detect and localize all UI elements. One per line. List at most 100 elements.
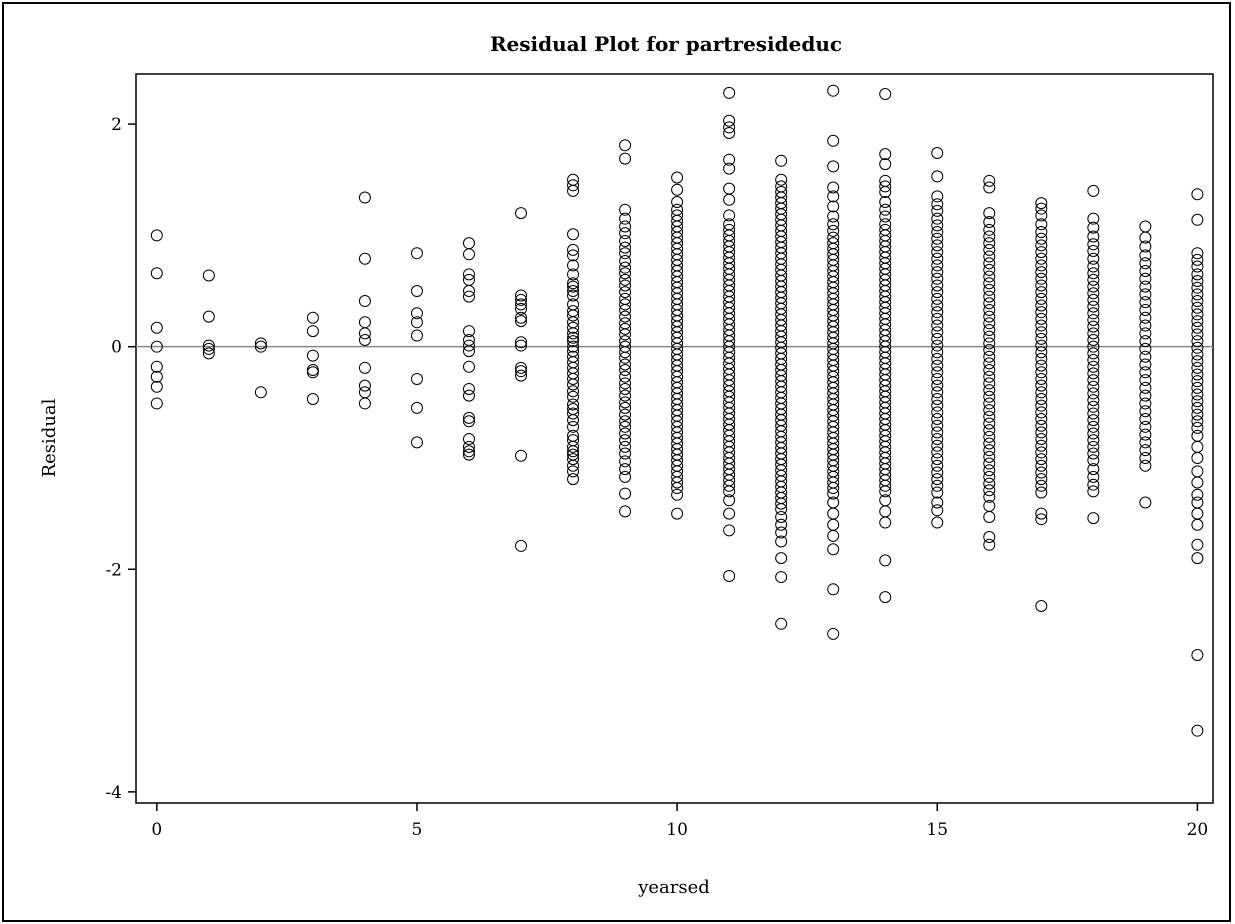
data-point bbox=[1139, 220, 1152, 233]
data-point bbox=[671, 476, 684, 489]
data-point bbox=[358, 397, 371, 410]
data-point bbox=[202, 347, 215, 360]
data-point bbox=[619, 427, 632, 440]
data-point bbox=[983, 397, 996, 410]
data-point bbox=[931, 332, 944, 345]
data-point bbox=[983, 257, 996, 270]
data-point bbox=[1191, 308, 1204, 321]
data-point bbox=[202, 310, 215, 323]
data-point bbox=[1087, 400, 1100, 413]
data-point bbox=[150, 360, 163, 373]
data-point bbox=[567, 398, 580, 411]
data-point bbox=[931, 479, 944, 492]
data-point bbox=[1087, 212, 1100, 225]
data-point bbox=[983, 310, 996, 323]
data-point bbox=[983, 216, 996, 229]
data-point bbox=[150, 370, 163, 383]
data-point bbox=[1087, 512, 1100, 525]
data-point bbox=[671, 195, 684, 208]
data-point bbox=[619, 139, 632, 152]
data-point bbox=[567, 445, 580, 458]
data-point bbox=[619, 440, 632, 453]
data-point bbox=[1035, 339, 1048, 352]
data-point bbox=[1087, 485, 1100, 498]
data-point bbox=[1191, 275, 1204, 288]
data-point bbox=[1087, 470, 1100, 483]
data-point bbox=[723, 494, 736, 507]
data-point bbox=[567, 243, 580, 256]
data-point bbox=[827, 200, 840, 213]
data-point bbox=[462, 237, 475, 250]
data-point bbox=[567, 372, 580, 385]
data-point bbox=[1191, 247, 1204, 260]
data-point bbox=[619, 298, 632, 311]
data-point bbox=[879, 554, 892, 567]
data-point bbox=[1087, 447, 1100, 460]
data-point bbox=[515, 336, 528, 349]
data-point bbox=[723, 209, 736, 222]
data-point bbox=[1087, 414, 1100, 427]
data-point bbox=[827, 224, 840, 237]
data-point bbox=[1035, 312, 1048, 325]
data-point bbox=[1035, 286, 1048, 299]
data-point bbox=[515, 361, 528, 374]
data-point bbox=[1191, 507, 1204, 520]
chart-title: Residual Plot for partresideduc bbox=[490, 32, 842, 56]
data-point bbox=[1191, 288, 1204, 301]
data-point bbox=[723, 485, 736, 498]
data-point bbox=[723, 479, 736, 492]
data-point bbox=[983, 377, 996, 390]
data-point bbox=[1087, 313, 1100, 326]
data-point bbox=[1087, 287, 1100, 300]
data-point bbox=[410, 329, 423, 342]
data-point bbox=[931, 292, 944, 305]
data-point bbox=[827, 218, 840, 231]
data-point bbox=[983, 223, 996, 236]
data-point bbox=[983, 364, 996, 377]
data-point bbox=[1139, 311, 1152, 324]
data-point bbox=[1139, 358, 1152, 371]
data-point bbox=[462, 325, 475, 338]
data-point bbox=[619, 212, 632, 225]
data-point bbox=[515, 298, 528, 311]
data-point bbox=[1087, 440, 1100, 453]
data-point bbox=[775, 526, 788, 539]
data-point bbox=[1035, 392, 1048, 405]
data-point bbox=[1191, 341, 1204, 354]
data-point bbox=[931, 516, 944, 529]
data-point bbox=[1035, 413, 1048, 426]
data-point bbox=[567, 473, 580, 486]
data-point bbox=[983, 337, 996, 350]
data-point bbox=[827, 543, 840, 556]
y-axis: -4 -2 0 2 bbox=[105, 115, 136, 803]
data-point bbox=[1191, 451, 1204, 464]
data-point bbox=[1035, 279, 1048, 292]
data-point bbox=[931, 266, 944, 279]
data-point bbox=[1035, 202, 1048, 215]
data-point bbox=[1035, 352, 1048, 365]
data-point bbox=[931, 426, 944, 439]
data-point bbox=[515, 289, 528, 302]
data-point bbox=[931, 366, 944, 379]
data-point bbox=[619, 377, 632, 390]
data-point bbox=[1035, 600, 1048, 613]
data-point bbox=[358, 191, 371, 204]
data-point bbox=[723, 193, 736, 206]
data-point bbox=[931, 259, 944, 272]
data-point bbox=[1035, 399, 1048, 412]
data-point bbox=[1035, 246, 1048, 259]
data-point bbox=[1035, 359, 1048, 372]
data-point bbox=[879, 591, 892, 604]
data-point bbox=[619, 152, 632, 165]
data-point bbox=[1035, 266, 1048, 279]
data-point bbox=[931, 246, 944, 259]
data-point bbox=[1191, 321, 1204, 334]
data-point bbox=[1139, 288, 1152, 301]
y-axis-label: Residual bbox=[39, 398, 60, 477]
data-point bbox=[775, 552, 788, 565]
data-point bbox=[410, 401, 423, 414]
data-point bbox=[150, 380, 163, 393]
data-point bbox=[306, 366, 319, 379]
data-point bbox=[619, 396, 632, 409]
